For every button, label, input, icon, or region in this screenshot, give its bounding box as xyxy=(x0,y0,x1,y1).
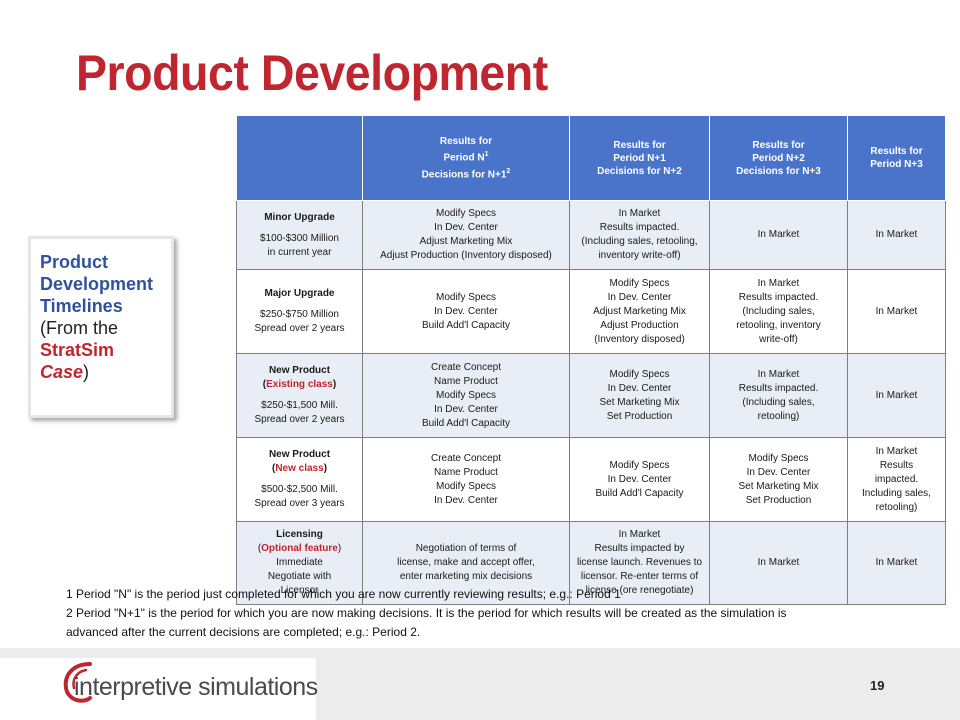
callout-line-3: Timelines xyxy=(40,296,123,316)
header-period-n: Results for Period N1 Decisions for N+12 xyxy=(362,116,570,201)
table-cell: Modify Specs In Dev. Center Set Marketing … xyxy=(569,353,710,438)
callout-from: (From the xyxy=(40,318,119,338)
header-corner xyxy=(236,116,363,201)
table-cell: Modify Specs In Dev. Center Set Marketing … xyxy=(709,437,848,522)
header-period-n3: Results for Period N+3 xyxy=(847,116,946,201)
callout-line-2: Development xyxy=(40,274,154,294)
development-timeline-table: Results for Period N1 Decisions for N+12… xyxy=(236,116,946,605)
table-cell: In Market xyxy=(847,269,946,354)
callout-brand-2: Case xyxy=(40,362,84,382)
logo-swirl-icon xyxy=(63,662,92,703)
table-row: New Product (New class) $500-$2,500 Mill… xyxy=(236,437,946,522)
table-cell: Modify Specs In Dev. Center Build Add'l Ca… xyxy=(569,437,710,522)
company-logo-text: interpretive simulations xyxy=(74,673,318,701)
page-number: 19 xyxy=(870,678,885,693)
table-row: New Product (Existing class) $250-$1,500… xyxy=(236,353,946,438)
table-cell: In Market xyxy=(709,200,848,270)
table-cell: In Market Results impacted. (Including sal… xyxy=(709,269,848,354)
table-cell: Create Concept Name Product Modify Specs In… xyxy=(362,353,570,438)
timelines-callout: Product Development Timelines (From the … xyxy=(28,236,174,418)
table-cell: In Market xyxy=(847,200,946,270)
row-label: Major Upgrade $250-$750 Million Spread o… xyxy=(236,269,363,354)
table-cell: In Market xyxy=(847,521,946,605)
footnote-2-continued: advanced after the current decisions are… xyxy=(66,625,421,639)
callout-close: ) xyxy=(83,362,90,382)
callout-brand-1: StratSim xyxy=(40,340,115,360)
table-row: Licensing (Optional feature) Immediate N… xyxy=(236,521,946,605)
row-label: New Product (New class) $500-$2,500 Mill… xyxy=(236,437,363,522)
header-period-n2: Results for Period N+2 Decisions for N+3 xyxy=(709,116,848,201)
table-row: Minor Upgrade $100-$300 Million in curre… xyxy=(236,200,946,270)
table-header-row: Results for Period N1 Decisions for N+12… xyxy=(236,116,946,201)
callout-line-1: Product xyxy=(40,252,109,272)
footnotes: 1 Period "N" is the period just complete… xyxy=(66,585,946,642)
row-label: Minor Upgrade $100-$300 Million in curre… xyxy=(236,200,363,270)
logo-area xyxy=(0,658,316,720)
table-cell: In Market Results impacted by license laun… xyxy=(569,521,710,605)
table-cell: Modify Specs In Dev. Center Adjust Marketi… xyxy=(569,269,710,354)
row-label: New Product (Existing class) $250-$1,500… xyxy=(236,353,363,438)
table-cell: In Market xyxy=(709,521,848,605)
table-cell: Modify Specs In Dev. Center Adjust Marketi… xyxy=(362,200,570,270)
header-period-n1: Results for Period N+1 Decisions for N+2 xyxy=(569,116,710,201)
table-row: Major Upgrade $250-$750 Million Spread o… xyxy=(236,269,946,354)
table-cell: Modify Specs In Dev. Center Build Add'l Ca… xyxy=(362,269,570,354)
table-cell: In Market Results impacted. (Including sal… xyxy=(709,353,848,438)
page-title: Product Development xyxy=(76,45,548,101)
footnote-1: 1 Period "N" is the period just complete… xyxy=(66,587,621,601)
table-cell: In Market Results impacted. Including sales… xyxy=(847,437,946,522)
table-cell: Negotiation of terms of license, make and… xyxy=(362,521,570,605)
row-label: Licensing (Optional feature) Immediate N… xyxy=(236,521,363,605)
footnote-2: 2 Period "N+1" is the period for which y… xyxy=(66,606,787,620)
table-cell: Create Concept Name Product Modify Specs In… xyxy=(362,437,570,522)
table-cell: In Market xyxy=(847,353,946,438)
table-cell: In Market Results impacted. (Including sal… xyxy=(569,200,710,270)
